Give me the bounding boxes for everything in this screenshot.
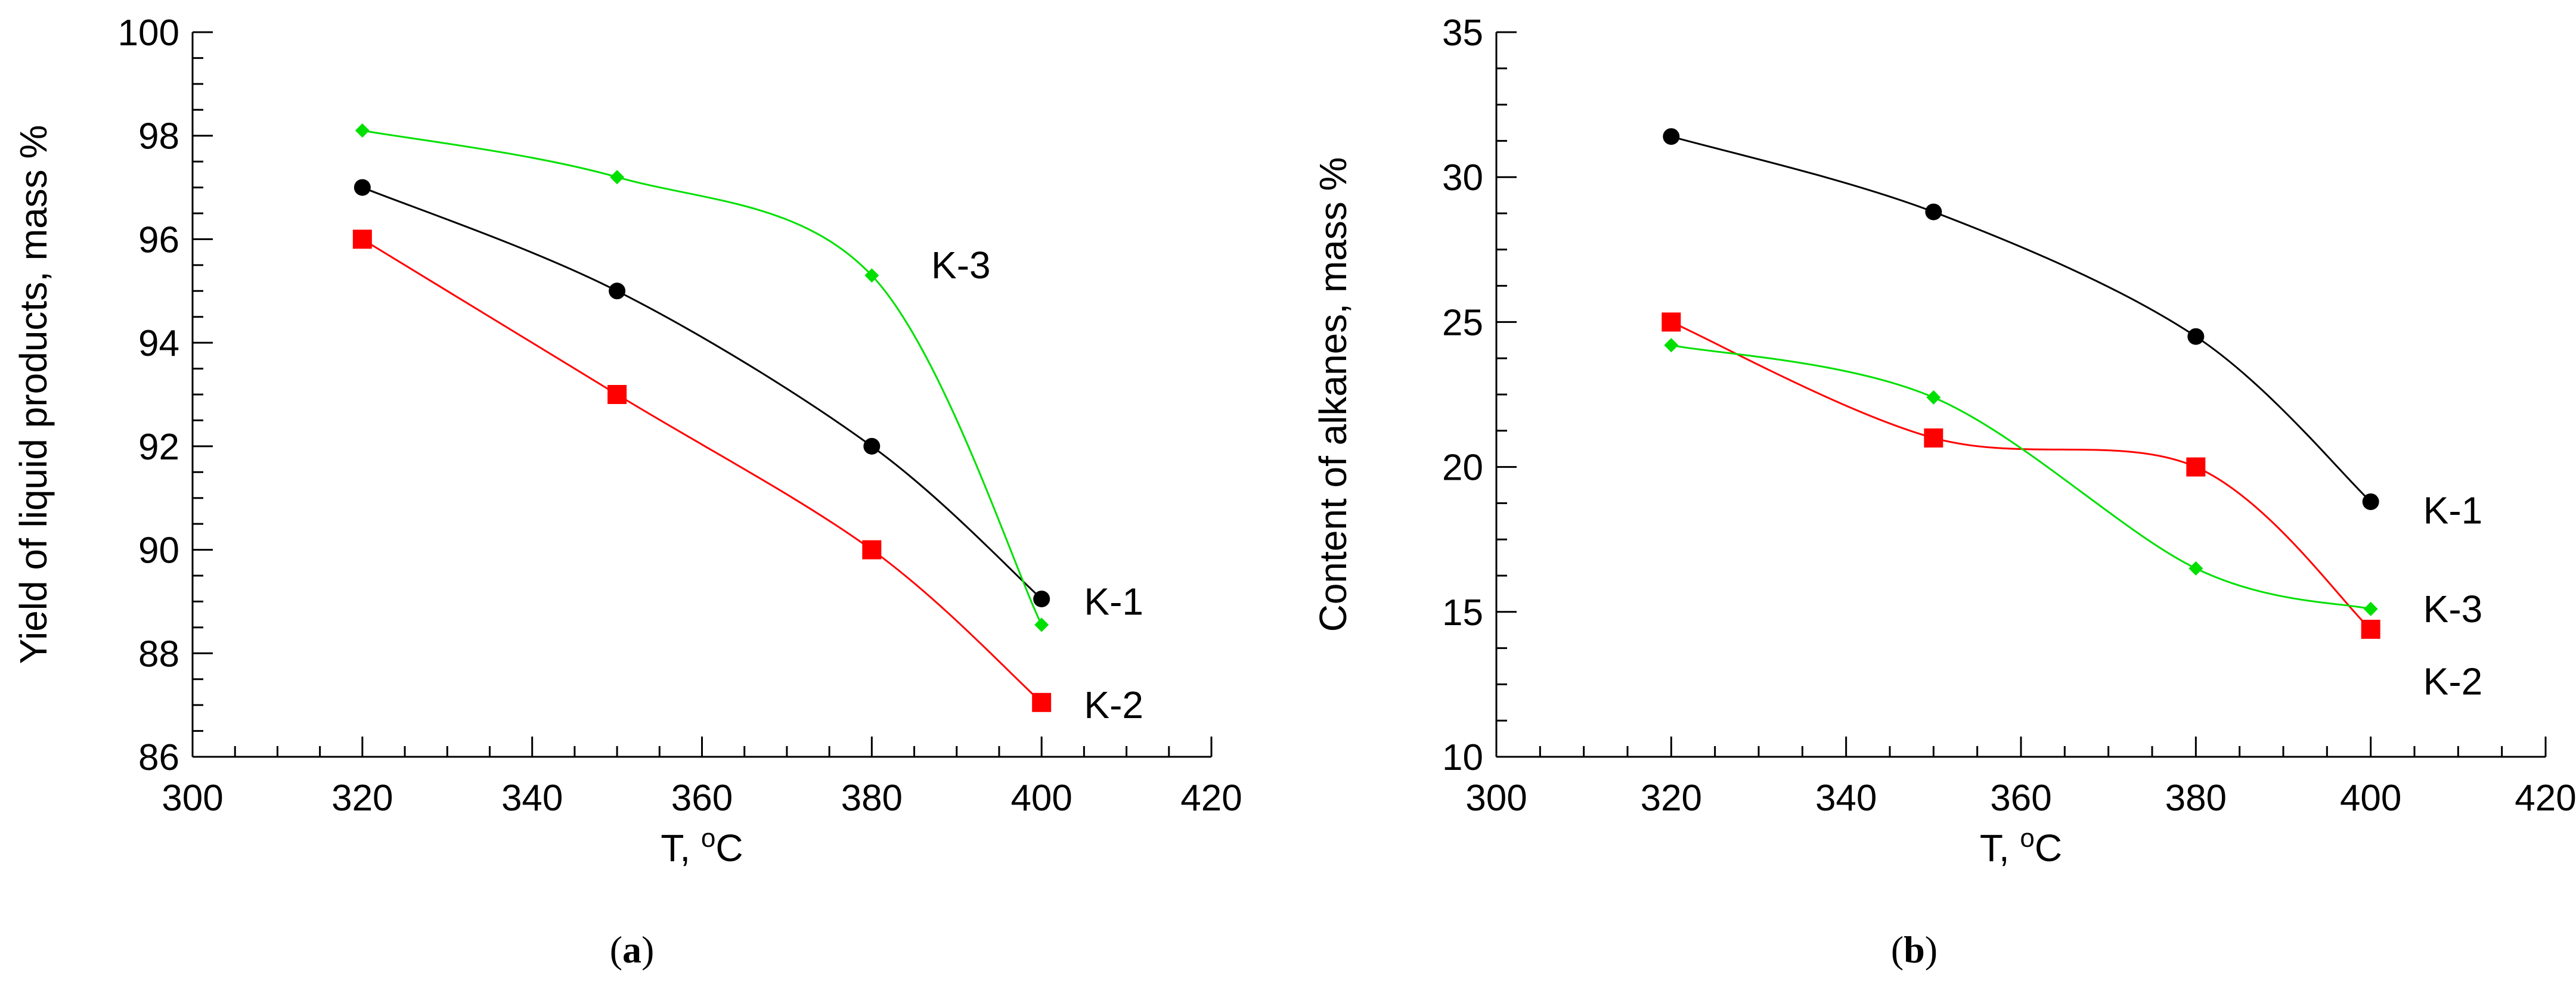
series-K-2: K-2 [352, 229, 1143, 726]
data-point [1925, 203, 1942, 220]
y-tick-label: 15 [1442, 592, 1483, 633]
data-point [2186, 457, 2206, 477]
x-tick-label: 320 [331, 778, 393, 819]
y-tick-label: 35 [1442, 13, 1483, 54]
data-point [864, 268, 879, 283]
data-point [2187, 328, 2205, 345]
data-point [1661, 312, 1681, 332]
data-point [1664, 338, 1679, 353]
panel-caption: (b) [1891, 928, 1938, 971]
y-tick-label: 30 [1442, 157, 1483, 198]
x-tick-label: 360 [1990, 778, 2051, 819]
y-tick-label: 20 [1442, 448, 1483, 489]
series-line [1670, 321, 2372, 630]
x-tick-label: 380 [841, 778, 903, 819]
x-tick-label: 420 [2515, 778, 2576, 819]
y-tick-label: 10 [1442, 737, 1483, 778]
panel-caption: (a) [610, 928, 655, 971]
series-line [362, 129, 1043, 626]
x-tick-label: 340 [1815, 778, 1877, 819]
series-K-1: K-1 [1663, 128, 2482, 532]
y-tick-label: 98 [138, 116, 179, 157]
chart-panel-a: 300 320 340 360 380 400 420 86 88 90 92 94 96 98 100 T,… [12, 13, 1242, 971]
x-tick-label: 360 [671, 778, 733, 819]
x-tick-label: 320 [1641, 778, 1702, 819]
chart-panel-b: 300 320 340 360 380 400 420 10 15 20 25 30 35 T, oC Co… [1312, 13, 2576, 971]
y-tick-label: 86 [138, 737, 179, 778]
y-tick-label: 92 [138, 427, 179, 468]
series-line [1670, 135, 2372, 503]
x-tick-label: 400 [2340, 778, 2401, 819]
data-point [609, 282, 626, 300]
y-tick-label: 25 [1442, 302, 1483, 343]
y-tick-label: 96 [138, 219, 179, 260]
series-label-K-1: K-1 [1084, 580, 1143, 623]
data-point [1033, 591, 1050, 608]
data-point [1034, 617, 1049, 632]
data-point [863, 437, 881, 455]
series-label-K-2: K-2 [2423, 660, 2483, 703]
series-K-3: K-3 [355, 123, 1049, 632]
series-K-2: K-2 [1661, 312, 2482, 703]
data-point [2188, 561, 2203, 576]
data-point [1032, 692, 1052, 712]
data-point [1926, 390, 1941, 405]
data-point [2362, 493, 2379, 510]
y-tick-label: 100 [118, 13, 179, 54]
x-tick-label: 340 [501, 778, 563, 819]
data-point [1924, 428, 1943, 448]
x-axis-label: T, oC [661, 824, 743, 869]
data-point [354, 179, 371, 196]
series-K-1: K-1 [354, 179, 1143, 623]
series-line [362, 238, 1043, 703]
data-point [610, 170, 625, 185]
data-point [862, 540, 882, 560]
y-tick-label: 88 [138, 633, 179, 675]
y-axis-label: Content of alkanes, mass % [1312, 157, 1354, 632]
series-label-K-3: K-3 [931, 244, 991, 287]
x-tick-label: 300 [162, 778, 223, 819]
data-point [2363, 601, 2378, 616]
series-K-3: K-3 [1664, 338, 2482, 630]
x-axis-label: T, oC [1980, 824, 2062, 869]
data-point [352, 229, 372, 249]
series-label-K-1: K-1 [2423, 489, 2483, 532]
series-label-K-3: K-3 [2423, 588, 2483, 630]
data-point [2361, 619, 2380, 639]
x-tick-label: 380 [2165, 778, 2227, 819]
series-line [1671, 344, 2372, 610]
data-point [607, 385, 627, 404]
x-tick-label: 300 [1465, 778, 1527, 819]
y-axis-label: Yield of liquid products, mass % [12, 125, 55, 664]
series-label-K-2: K-2 [1084, 684, 1143, 726]
x-tick-label: 420 [1180, 778, 1242, 819]
x-tick-label: 400 [1010, 778, 1072, 819]
data-point [1663, 128, 1680, 145]
y-tick-label: 90 [138, 530, 179, 571]
y-tick-label: 94 [138, 323, 179, 364]
data-point [355, 123, 370, 138]
series-line [362, 187, 1043, 600]
